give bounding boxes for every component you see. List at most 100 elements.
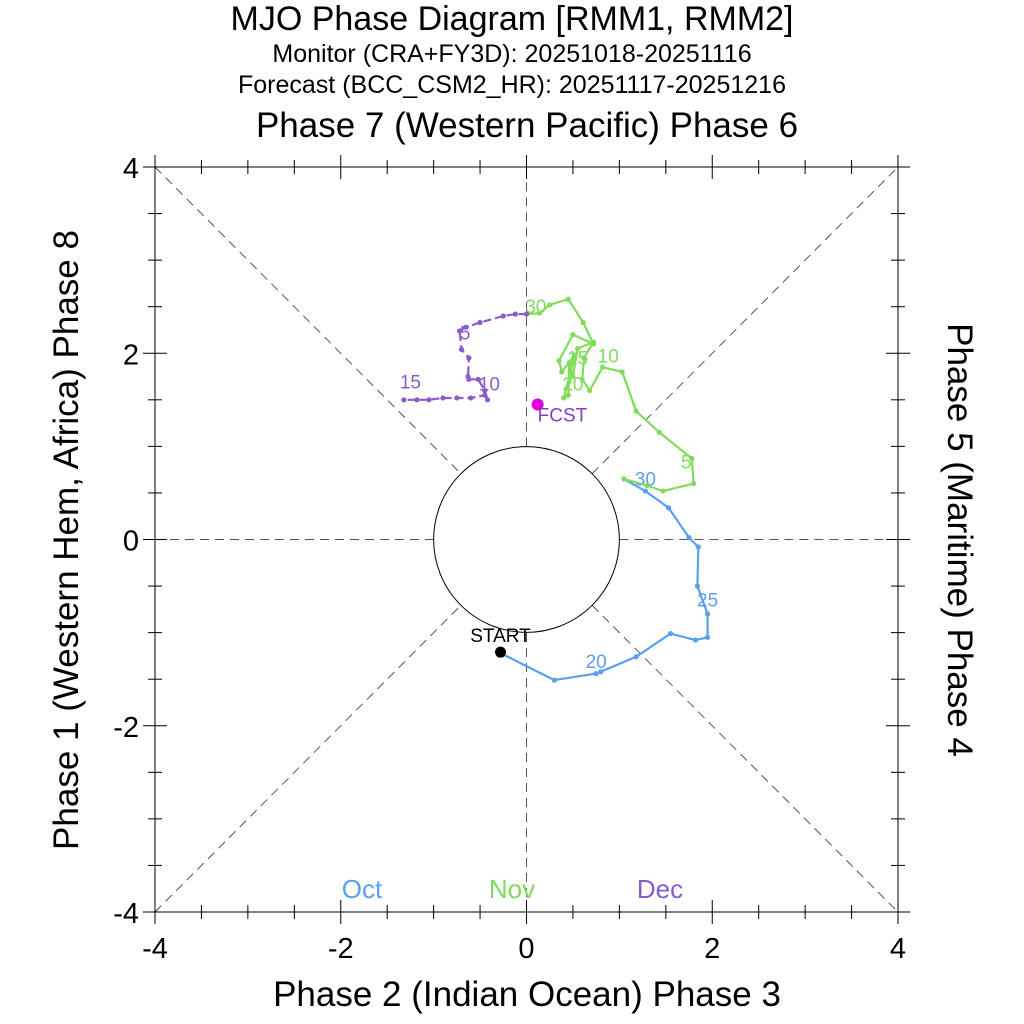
day-label: 15 <box>400 373 421 394</box>
month-legend: Oct Nov Dec <box>342 874 683 904</box>
data-point <box>401 397 407 403</box>
data-point <box>559 369 565 375</box>
data-point <box>619 369 625 375</box>
day-label: 30 <box>635 469 656 490</box>
data-point <box>667 630 674 637</box>
start-marker-group: START <box>470 626 531 658</box>
data-point <box>458 346 465 353</box>
monitor-subtitle: Monitor (CRA+FY3D): 20251018-20251116 <box>272 40 751 68</box>
data-point <box>572 352 578 358</box>
data-point <box>482 387 488 394</box>
data-point <box>466 355 472 361</box>
x-tick-label: 0 <box>518 933 534 965</box>
right-axis-title: Phase 5 (Maritime) Phase 4 <box>940 323 979 757</box>
data-point <box>692 637 699 643</box>
x-tick-label: -2 <box>328 933 354 965</box>
phase-boundary-line-6 <box>154 166 462 475</box>
day-label: 15 <box>567 348 588 369</box>
data-point <box>590 341 596 347</box>
series-nov: 5 10 15 20 30 <box>523 296 697 494</box>
data-point <box>477 319 483 326</box>
legend-dec: Dec <box>637 874 683 904</box>
data-point <box>694 583 700 589</box>
data-point <box>454 395 460 401</box>
day-label: 5 <box>460 323 471 344</box>
data-point <box>574 345 581 352</box>
y-tick-labels: -4 -2 0 2 4 <box>113 153 139 930</box>
data-point <box>600 364 606 370</box>
series-group: 20 25 30 5 10 15 20 30 5 10 15 <box>400 296 718 683</box>
phase-boundary-line-4 <box>154 604 462 913</box>
y-tick-label: -2 <box>113 712 139 744</box>
data-point <box>512 311 518 317</box>
data-point <box>686 535 692 541</box>
forecast-marker-group: FCST <box>531 398 588 426</box>
top-axis-title: Phase 7 (Western Pacific) Phase 6 <box>256 106 798 145</box>
forecast-subtitle: Forecast (BCC_CSM2_HR): 20251117-2025121… <box>238 71 786 99</box>
data-point <box>565 392 571 398</box>
start-label: START <box>470 626 531 647</box>
data-point <box>621 476 627 482</box>
legend-oct: Oct <box>342 874 383 904</box>
day-label: 25 <box>697 591 718 612</box>
start-point <box>494 646 506 658</box>
phase-boundary-line-5 <box>591 166 899 475</box>
x-tick-label: 4 <box>890 933 906 965</box>
day-label: 10 <box>598 347 619 368</box>
day-label: 20 <box>562 375 583 396</box>
series-dec: 5 10 15 <box>400 311 530 403</box>
x-tick-labels: -4 -2 0 2 4 <box>142 933 906 965</box>
data-point <box>561 395 567 401</box>
data-point <box>426 397 432 403</box>
data-point <box>570 373 576 380</box>
y-tick-label: -4 <box>113 898 139 930</box>
y-tick-label: 4 <box>123 153 139 185</box>
phase-boundary-lines <box>154 166 899 913</box>
data-point <box>587 387 593 394</box>
data-point <box>695 544 701 550</box>
data-point <box>500 313 506 319</box>
data-point <box>579 376 585 382</box>
forecast-point <box>531 398 544 411</box>
data-point <box>484 397 491 403</box>
axis-ticks <box>143 155 910 924</box>
day-label: 10 <box>479 375 500 396</box>
plot-area <box>143 155 910 924</box>
data-point <box>414 397 420 403</box>
data-point <box>440 395 446 401</box>
y-tick-label: 0 <box>123 526 139 558</box>
data-point <box>705 634 711 640</box>
data-point <box>665 505 672 511</box>
day-label: 20 <box>586 652 607 673</box>
data-point <box>656 429 662 436</box>
data-point <box>689 455 695 462</box>
data-point <box>566 359 572 366</box>
x-tick-label: -4 <box>142 933 168 965</box>
data-point <box>556 358 562 364</box>
forecast-label: FCST <box>538 405 588 426</box>
x-axis-title: Phase 2 (Indian Ocean) Phase 3 <box>273 975 781 1014</box>
data-point <box>581 355 587 361</box>
data-point <box>598 669 604 675</box>
data-point <box>457 328 463 334</box>
x-tick-label: 2 <box>704 933 720 965</box>
data-point <box>565 296 571 302</box>
data-point <box>642 488 648 494</box>
day-label: 30 <box>525 297 546 318</box>
data-point <box>691 481 697 487</box>
series-line-nov <box>526 298 695 493</box>
series-oct: 20 25 30 <box>497 469 718 683</box>
data-point <box>633 408 639 414</box>
day-label: 5 <box>681 453 692 474</box>
data-point <box>593 671 599 677</box>
data-point <box>580 319 586 326</box>
data-point <box>705 611 711 617</box>
data-point <box>644 482 650 489</box>
data-point <box>463 324 469 330</box>
data-point <box>466 376 472 382</box>
data-point <box>633 654 639 660</box>
data-point <box>475 376 481 382</box>
data-point <box>570 332 576 338</box>
data-point <box>523 311 530 317</box>
